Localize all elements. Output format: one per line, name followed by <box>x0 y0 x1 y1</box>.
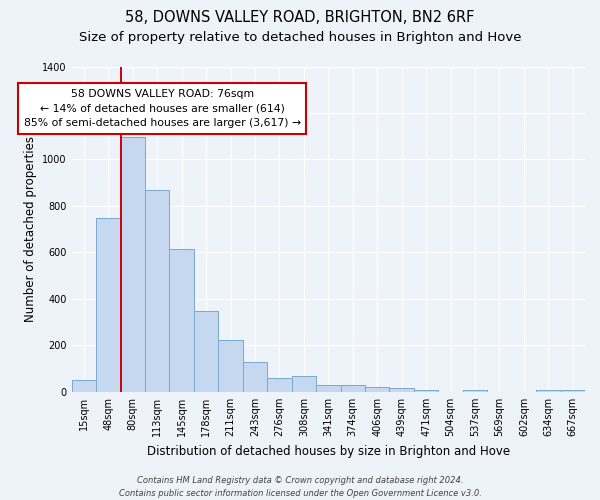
Bar <box>194 311 218 392</box>
Bar <box>96 218 121 392</box>
Bar <box>71 380 96 392</box>
Y-axis label: Number of detached properties: Number of detached properties <box>23 136 37 322</box>
Bar <box>414 390 439 392</box>
Bar <box>316 385 341 392</box>
Bar <box>536 390 560 392</box>
Bar <box>169 249 194 392</box>
Text: 58, DOWNS VALLEY ROAD, BRIGHTON, BN2 6RF: 58, DOWNS VALLEY ROAD, BRIGHTON, BN2 6RF <box>125 10 475 25</box>
Bar <box>463 390 487 392</box>
Bar <box>169 249 194 392</box>
X-axis label: Distribution of detached houses by size in Brighton and Hove: Distribution of detached houses by size … <box>147 444 510 458</box>
Bar <box>145 190 169 392</box>
Bar <box>560 390 585 392</box>
Bar <box>292 376 316 392</box>
Bar <box>292 376 316 392</box>
Bar <box>389 388 414 392</box>
Bar <box>96 218 121 392</box>
Text: 58 DOWNS VALLEY ROAD: 76sqm
← 14% of detached houses are smaller (614)
85% of se: 58 DOWNS VALLEY ROAD: 76sqm ← 14% of det… <box>23 88 301 128</box>
Text: Contains HM Land Registry data © Crown copyright and database right 2024.
Contai: Contains HM Land Registry data © Crown c… <box>119 476 481 498</box>
Bar <box>316 385 341 392</box>
Bar <box>267 378 292 392</box>
Bar <box>341 385 365 392</box>
Bar <box>218 340 243 392</box>
Bar <box>243 362 267 392</box>
Bar <box>145 190 169 392</box>
Bar <box>463 390 487 392</box>
Bar <box>121 138 145 392</box>
Bar <box>121 138 145 392</box>
Bar <box>218 340 243 392</box>
Bar <box>341 385 365 392</box>
Bar <box>243 362 267 392</box>
Bar <box>365 387 389 392</box>
Bar <box>365 387 389 392</box>
Bar <box>194 311 218 392</box>
Bar <box>536 390 560 392</box>
Bar <box>560 390 585 392</box>
Text: Size of property relative to detached houses in Brighton and Hove: Size of property relative to detached ho… <box>79 31 521 44</box>
Bar <box>71 380 96 392</box>
Bar <box>267 378 292 392</box>
Bar <box>414 390 439 392</box>
Bar <box>389 388 414 392</box>
